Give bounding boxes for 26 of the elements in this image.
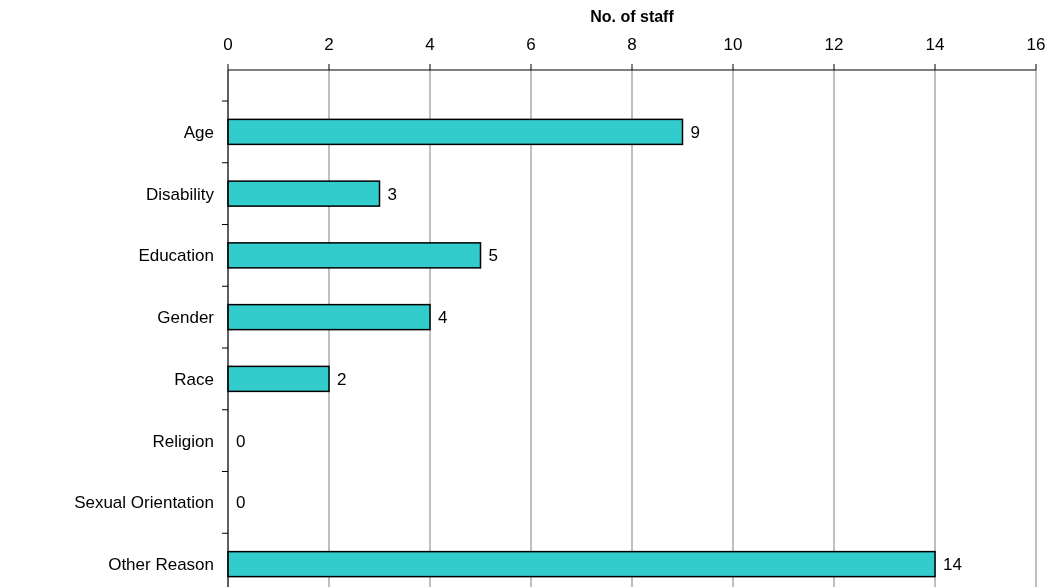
data-label: 0: [236, 493, 246, 513]
x-tick-label: 6: [526, 34, 536, 54]
data-label: 3: [387, 184, 397, 204]
data-label: 0: [236, 431, 246, 451]
x-tick-label: 16: [1026, 34, 1046, 54]
x-tick-label: 10: [723, 34, 743, 54]
x-axis-title: No. of staff: [590, 7, 675, 25]
y-tick-label: Education: [138, 246, 214, 266]
data-label: 4: [438, 308, 448, 328]
data-label: 9: [690, 122, 700, 142]
y-tick-label: Age: [183, 122, 214, 142]
x-tick-label: 8: [627, 34, 637, 54]
data-label: 14: [943, 555, 962, 575]
x-tick-label: 4: [425, 34, 435, 54]
y-tick-label: Religion: [152, 431, 214, 451]
y-tick-label: Gender: [157, 308, 215, 328]
y-tick-label: Race: [174, 369, 214, 389]
y-tick-label: Other Reason: [108, 555, 214, 575]
x-tick-label: 12: [824, 34, 844, 54]
y-tick-label: Sexual Orientation: [74, 493, 214, 513]
data-label: 5: [488, 246, 498, 266]
x-tick-label: 14: [925, 34, 945, 54]
y-tick-label: Disability: [145, 184, 215, 204]
x-tick-label: 2: [324, 34, 334, 54]
data-label: 2: [337, 369, 347, 389]
x-tick-label: 0: [223, 34, 233, 54]
